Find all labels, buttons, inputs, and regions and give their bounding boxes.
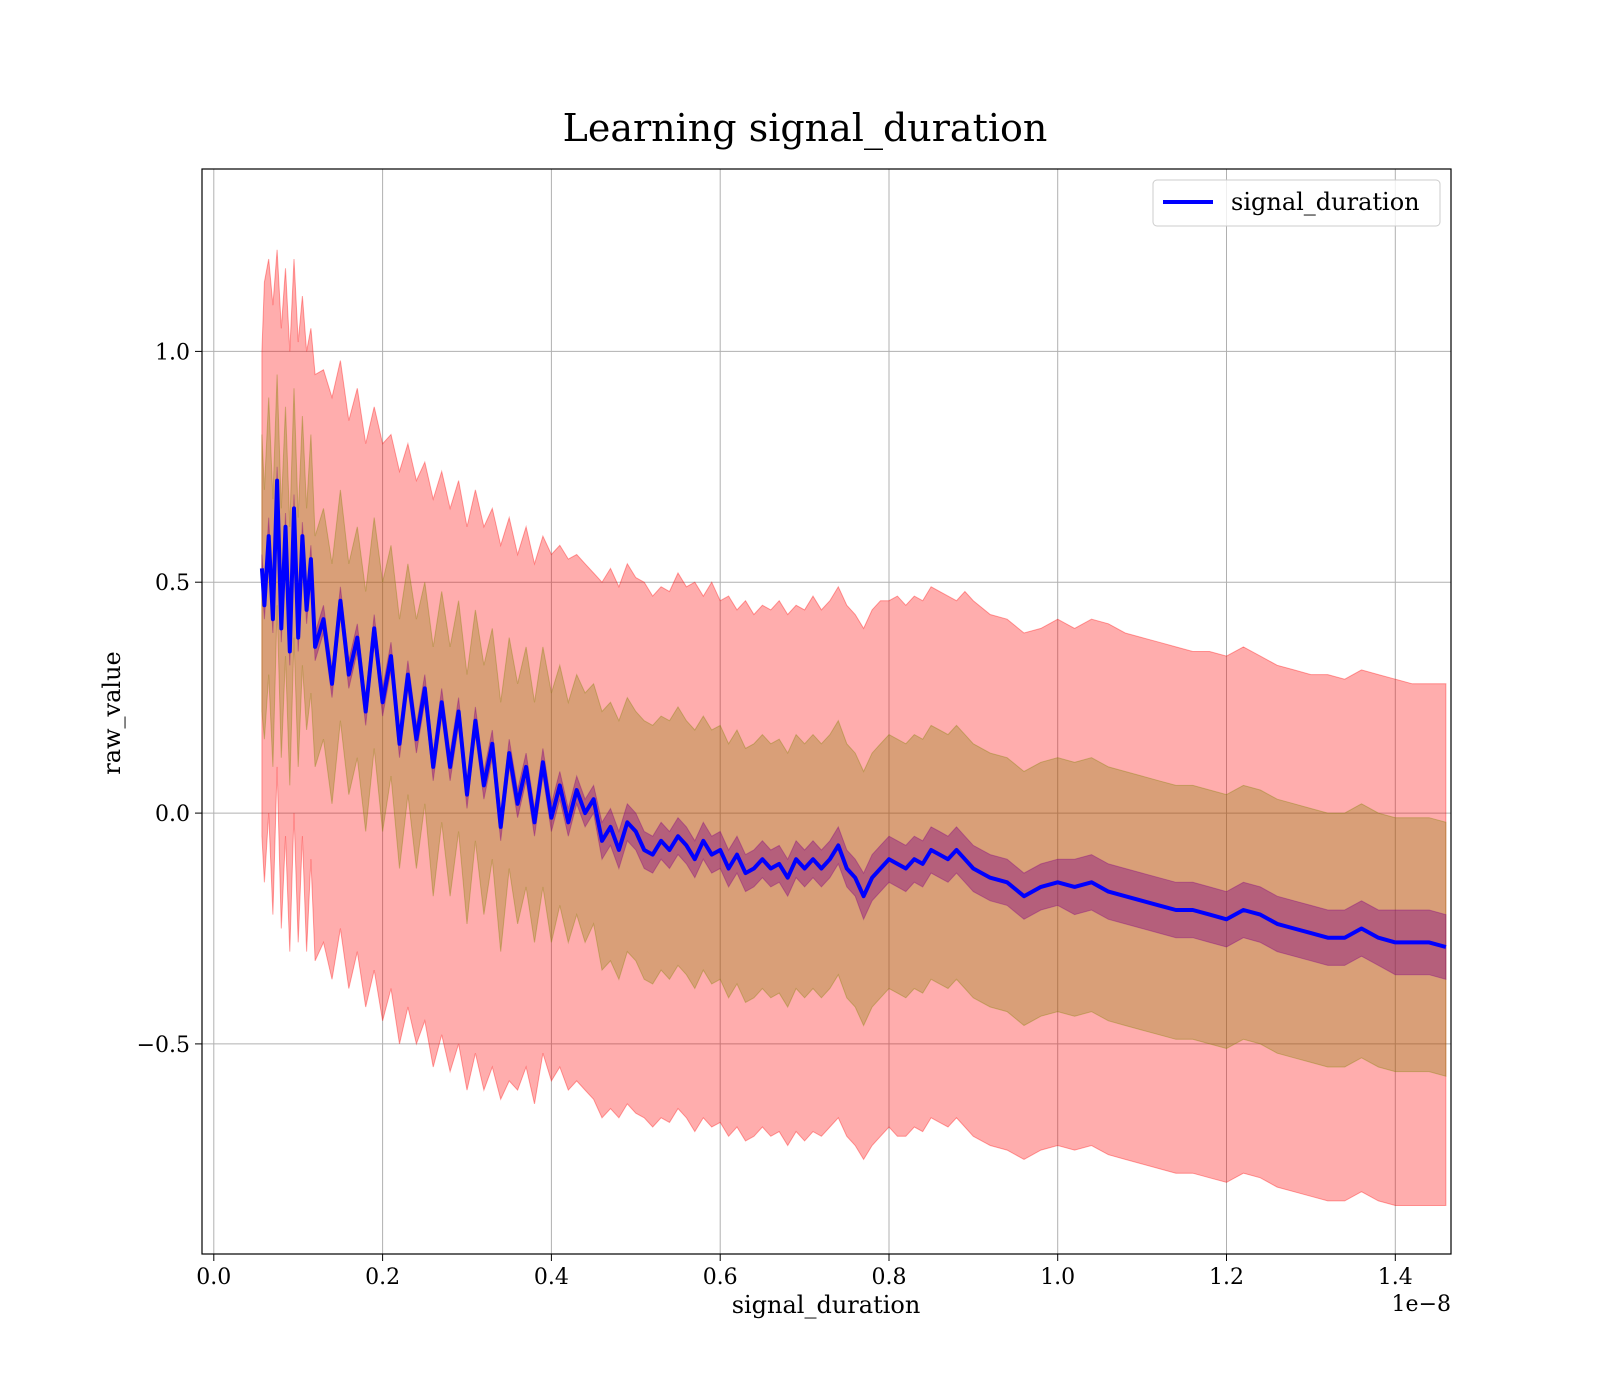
x-axis-offset-label: 1e−8 — [1392, 1292, 1451, 1317]
band-middle — [261, 374, 1447, 1077]
x-tick-label: 1.2 — [1209, 1265, 1244, 1290]
legend: signal_duration — [1152, 179, 1441, 227]
series-line — [259, 478, 1447, 949]
plot-frame — [201, 168, 1452, 1255]
y-tick-label: 1.0 — [155, 340, 190, 365]
y-tick-label: −0.5 — [137, 1033, 190, 1058]
x-tick-label: 1.4 — [1378, 1265, 1413, 1290]
y-axis-ticks: −0.5 0.0 0.5 1.0 — [137, 340, 202, 1058]
y-tick-label: 0.0 — [155, 802, 190, 827]
chart-title: Learning signal_duration — [563, 106, 1048, 151]
grid — [202, 169, 1451, 1254]
band-outer — [261, 249, 1447, 1206]
x-axis-label: signal_duration — [732, 1291, 921, 1319]
x-tick-label: 0.8 — [872, 1265, 907, 1290]
legend-box — [1152, 179, 1441, 227]
y-tick-label: 0.5 — [155, 571, 190, 596]
x-tick-label: 0.4 — [534, 1265, 569, 1290]
y-axis-label: raw_value — [98, 651, 126, 775]
x-tick-label: 1.0 — [1040, 1265, 1075, 1290]
x-tick-label: 0.0 — [196, 1265, 231, 1290]
x-axis-ticks: 0.0 0.2 0.4 0.6 0.8 1.0 1.2 1.4 — [196, 1254, 1413, 1290]
series-lines — [259, 478, 1447, 949]
plot-area — [201, 168, 1452, 1255]
legend-label: signal_duration — [1231, 188, 1420, 216]
plot-background — [202, 169, 1451, 1254]
x-tick-label: 0.2 — [365, 1265, 400, 1290]
x-tick-label: 0.6 — [703, 1265, 738, 1290]
